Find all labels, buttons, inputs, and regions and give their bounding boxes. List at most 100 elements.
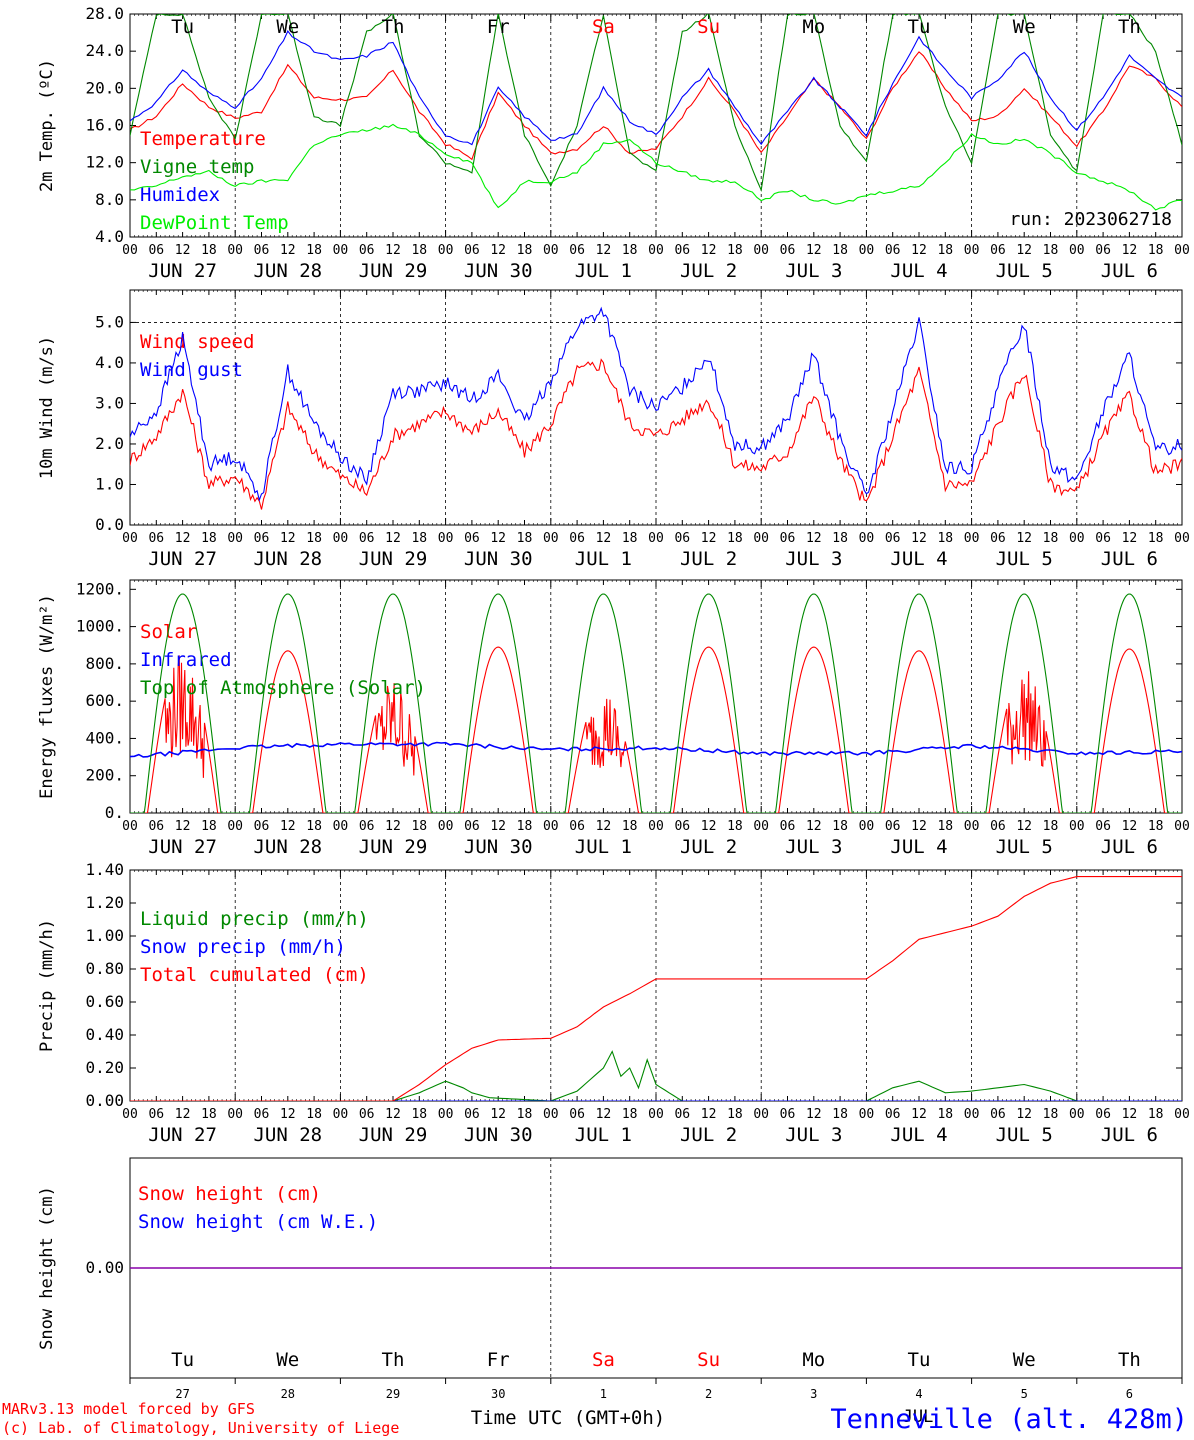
x-hour-label: 12	[1016, 531, 1032, 546]
weekday-label-bottom: Mo	[802, 1349, 825, 1371]
x-hour-label: 18	[622, 243, 638, 258]
x-hour-label: 18	[937, 1107, 953, 1122]
weekday-label-bottom: Sa	[592, 1349, 615, 1371]
x-hour-label: 00	[543, 243, 559, 258]
legend-entry: Temperature	[140, 128, 266, 150]
day-number: 4	[915, 1387, 922, 1401]
x-date-label: JUN 30	[464, 260, 533, 282]
x-hour-label: 18	[1148, 243, 1164, 258]
x-date-label: JUN 27	[148, 836, 217, 858]
x-date-label: JUL 6	[1101, 548, 1158, 570]
y-tick-label: 200.	[85, 766, 124, 785]
x-date-label: JUL 4	[890, 836, 947, 858]
x-hour-label: 06	[569, 819, 585, 834]
x-hour-label: 18	[832, 819, 848, 834]
x-hour-label: 00	[122, 1107, 138, 1122]
x-hour-label: 18	[306, 819, 322, 834]
series-line-liquid-precip-mm-h-	[130, 1050, 1182, 1101]
x-hour-label: 00	[753, 243, 769, 258]
x-hour-label: 00	[964, 1107, 980, 1122]
weekday-label-bottom: Tu	[171, 1349, 194, 1371]
x-hour-label: 18	[411, 1107, 427, 1122]
x-hour-label: 06	[148, 1107, 164, 1122]
weekday-label-bottom: Fr	[487, 1349, 510, 1371]
series-line-top-of-atmosphere-solar-	[130, 593, 1182, 813]
x-date-label: JUL 6	[1101, 260, 1158, 282]
x-date-label: JUN 29	[359, 1124, 428, 1146]
legend-entry: Liquid precip (mm/h)	[140, 908, 369, 930]
x-hour-label: 06	[990, 1107, 1006, 1122]
x-hour-label: 06	[359, 1107, 375, 1122]
y-tick-label: 0.00	[85, 1091, 124, 1110]
x-date-label: JUN 29	[359, 548, 428, 570]
y-tick-label: 0.40	[85, 1025, 124, 1044]
x-hour-label: 00	[122, 243, 138, 258]
x-hour-label: 18	[832, 1107, 848, 1122]
y-tick-label: 800.	[85, 654, 124, 673]
weekday-label-top: Th	[1118, 16, 1141, 38]
x-hour-label: 12	[911, 819, 927, 834]
x-hour-label: 12	[1122, 531, 1138, 546]
x-hour-label: 18	[1148, 819, 1164, 834]
x-hour-label: 12	[806, 243, 822, 258]
y-axis-label: Snow height (cm)	[37, 1186, 57, 1350]
x-hour-label: 06	[464, 243, 480, 258]
day-number: 2	[705, 1387, 712, 1401]
x-date-label: JUL 6	[1101, 1124, 1158, 1146]
x-hour-label: 18	[306, 1107, 322, 1122]
x-hour-label: 18	[727, 819, 743, 834]
x-hour-label: 06	[464, 819, 480, 834]
x-hour-label: 00	[964, 531, 980, 546]
x-hour-label: 06	[990, 819, 1006, 834]
x-hour-label: 12	[1016, 1107, 1032, 1122]
x-hour-label: 18	[517, 819, 533, 834]
x-hour-label: 06	[780, 819, 796, 834]
x-hour-label: 18	[622, 1107, 638, 1122]
x-hour-label: 00	[648, 1107, 664, 1122]
x-hour-label: 00	[333, 531, 349, 546]
x-hour-label: 06	[780, 243, 796, 258]
x-hour-label: 00	[753, 1107, 769, 1122]
x-date-label: JUL 5	[996, 260, 1053, 282]
x-hour-label: 06	[569, 243, 585, 258]
x-date-label: JUN 27	[148, 1124, 217, 1146]
legend-entry: Wind speed	[140, 331, 254, 353]
x-hour-label: 06	[885, 243, 901, 258]
x-hour-label: 00	[543, 531, 559, 546]
x-hour-label: 18	[937, 243, 953, 258]
x-hour-label: 12	[596, 1107, 612, 1122]
x-hour-label: 00	[859, 1107, 875, 1122]
weekday-label-bottom: Th	[1118, 1349, 1141, 1371]
x-hour-label: 18	[517, 1107, 533, 1122]
month-overlay: JUL	[903, 1407, 934, 1427]
legend-entry: Wind gust	[140, 359, 243, 381]
weekday-label-bottom: Th	[382, 1349, 405, 1371]
y-axis-label: 2m Temp. (ºC)	[37, 59, 57, 192]
x-hour-label: 06	[359, 243, 375, 258]
x-hour-label: 12	[175, 1107, 191, 1122]
x-hour-label: 00	[648, 819, 664, 834]
x-hour-label: 12	[1122, 1107, 1138, 1122]
x-date-label: JUL 5	[996, 548, 1053, 570]
series-line-temperature	[130, 51, 1182, 161]
x-hour-label: 18	[1148, 531, 1164, 546]
x-hour-label: 06	[464, 1107, 480, 1122]
x-hour-label: 18	[1043, 243, 1059, 258]
x-date-label: JUL 2	[680, 836, 737, 858]
x-hour-label: 12	[175, 819, 191, 834]
x-date-label: JUL 1	[575, 836, 632, 858]
x-hour-label: 06	[254, 243, 270, 258]
x-hour-label: 12	[175, 531, 191, 546]
x-hour-label: 06	[674, 819, 690, 834]
x-hour-label: 00	[1069, 531, 1085, 546]
x-hour-label: 00	[122, 531, 138, 546]
x-hour-label: 12	[385, 243, 401, 258]
x-hour-label: 06	[1095, 1107, 1111, 1122]
x-hour-label: 06	[359, 531, 375, 546]
x-hour-label: 06	[569, 531, 585, 546]
x-hour-label: 12	[385, 1107, 401, 1122]
day-number: 1	[600, 1387, 607, 1401]
x-date-label: JUN 30	[464, 548, 533, 570]
y-tick-label: 0.20	[85, 1058, 124, 1077]
